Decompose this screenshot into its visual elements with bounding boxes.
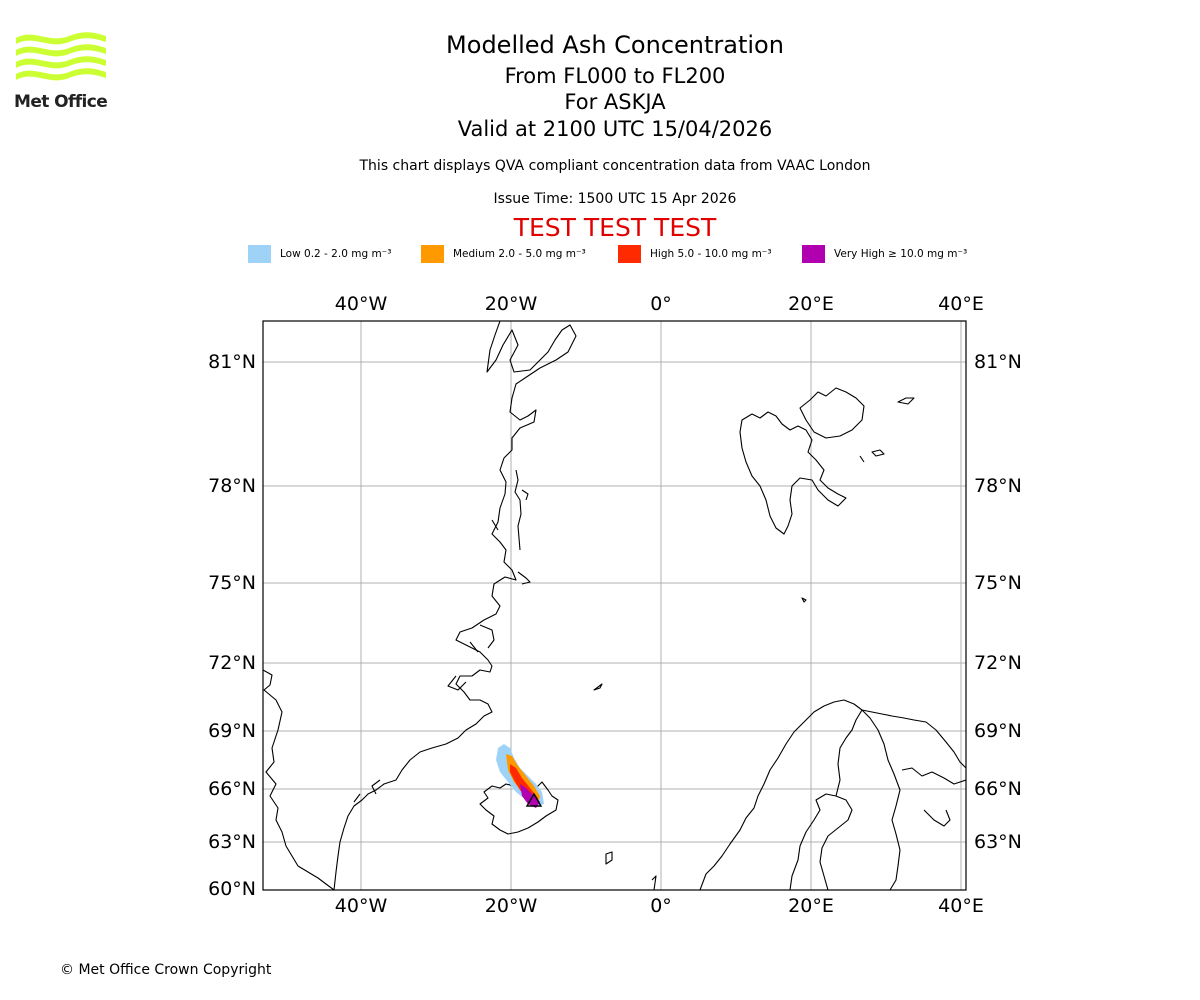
met-office-logo-text: Met Office (14, 92, 108, 112)
finland-coastline (835, 709, 901, 890)
lat-label-left-78n: 78°N (208, 475, 256, 497)
lon-label-top-20w: 20°W (485, 293, 538, 315)
legend-label-very-high: Very High ≥ 10.0 mg m⁻³ (834, 248, 968, 260)
lon-label-bottom-0: 0° (650, 895, 672, 917)
scandinavia-coastline (699, 699, 966, 890)
legend-item-medium: Medium 2.0 - 5.0 mg m⁻³ (421, 244, 586, 264)
test-banner: TEST TEST TEST (513, 213, 717, 242)
lon-label-top-0: 0° (650, 293, 672, 315)
greenland-fjords-south (353, 779, 381, 803)
legend-swatch-medium (421, 245, 444, 263)
svalbard-coastline (739, 411, 847, 535)
volcano-name: For ASKJA (564, 90, 666, 114)
lat-label-right-69n: 69°N (974, 720, 1022, 742)
lat-label-left-72n: 72°N (208, 652, 256, 674)
kola-coastline (901, 767, 966, 785)
map-frame (262, 320, 967, 891)
lat-label-right-63n: 63°N (974, 831, 1022, 853)
lon-label-top-20e: 20°E (788, 293, 834, 315)
lat-label-right-81n: 81°N (974, 351, 1022, 373)
nordaustlandet-coastline (799, 387, 865, 439)
greenland-fjords (447, 469, 531, 691)
lat-label-left-81n: 81°N (208, 351, 256, 373)
lat-label-right-75n: 75°N (974, 572, 1022, 594)
chart-description: This chart displays QVA compliant concen… (359, 158, 871, 174)
chart-title: Modelled Ash Concentration (446, 31, 784, 59)
lat-label-left-66n: 66°N (208, 778, 256, 800)
legend-item-high: High 5.0 - 10.0 mg m⁻³ (618, 244, 772, 264)
lon-label-bottom-20e: 20°E (788, 895, 834, 917)
lat-label-right-66n: 66°N (974, 778, 1022, 800)
lat-label-right-72n: 72°N (974, 652, 1022, 674)
lat-label-left-63n: 63°N (208, 831, 256, 853)
white-sea (923, 809, 951, 827)
flight-level-range: From FL000 to FL200 (504, 64, 726, 88)
legend-label-medium: Medium 2.0 - 5.0 mg m⁻³ (453, 248, 586, 260)
svalbard-small-islands (859, 397, 915, 463)
lat-label-right-78n: 78°N (974, 475, 1022, 497)
copyright-notice: © Met Office Crown Copyright (60, 962, 272, 978)
gridlines (263, 321, 966, 890)
lon-label-bottom-40e: 40°E (938, 895, 984, 917)
legend-swatch-high (618, 245, 641, 263)
legend-item-very-high: Very High ≥ 10.0 mg m⁻³ (802, 244, 967, 264)
legend-label-high: High 5.0 - 10.0 mg m⁻³ (650, 248, 772, 260)
greenland-coastline (333, 321, 577, 890)
met-office-logo (16, 32, 106, 81)
lon-label-top-40w: 40°W (335, 293, 388, 315)
ash-very-high-area (520, 784, 540, 808)
volcano-triangle (525, 792, 543, 807)
greenland-west-coastline (263, 669, 335, 890)
jan-mayen (593, 683, 603, 691)
lat-label-left-75n: 75°N (208, 572, 256, 594)
lat-label-left-69n: 69°N (208, 720, 256, 742)
valid-time: Valid at 2100 UTC 15/04/2026 (457, 117, 773, 141)
ash-cloud (496, 744, 544, 808)
faroe-islands (605, 851, 613, 865)
lon-label-bottom-20w: 20°W (485, 895, 538, 917)
issue-time: Issue Time: 1500 UTC 15 Apr 2026 (493, 191, 737, 207)
lon-label-top-40e: 40°E (938, 293, 984, 315)
bear-island (801, 597, 807, 603)
shetland-islands (651, 875, 657, 890)
lat-label-left-60n: 60°N (208, 878, 256, 900)
legend-label-low: Low 0.2 - 2.0 mg m⁻³ (280, 248, 392, 260)
legend-item-low: Low 0.2 - 2.0 mg m⁻³ (248, 244, 391, 264)
legend-swatch-very-high (802, 245, 825, 263)
legend-swatch-low (248, 245, 271, 263)
lon-label-bottom-40w: 40°W (335, 895, 388, 917)
